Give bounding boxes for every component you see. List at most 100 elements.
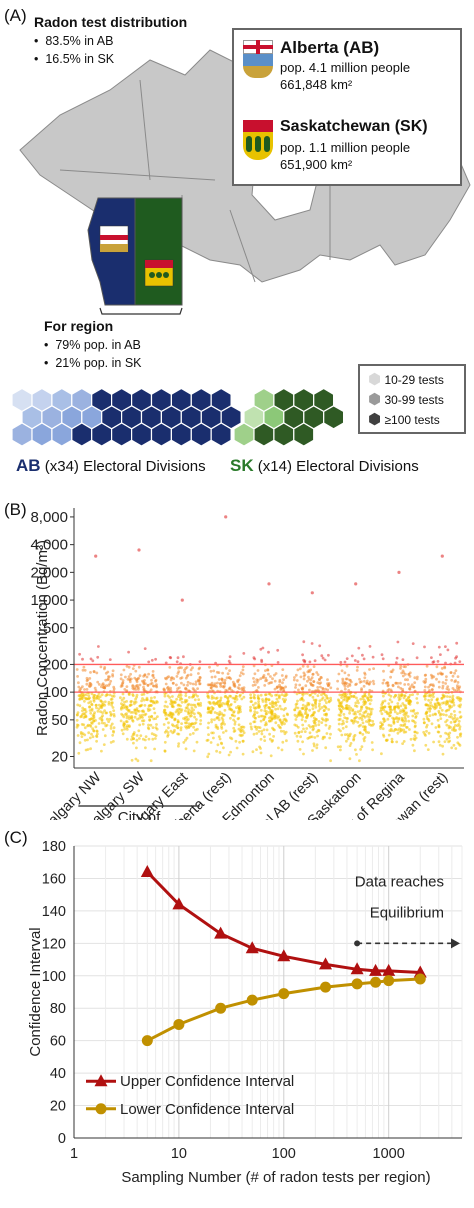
- triangle-marker: [319, 957, 333, 970]
- scatter-point: [284, 718, 288, 722]
- scatter-point: [401, 708, 405, 711]
- scatter-point: [406, 678, 409, 682]
- scatter-point: [280, 707, 283, 711]
- equilibrium-annotation-line-1: Data reaches: [355, 874, 444, 891]
- scatter-point: [458, 705, 462, 709]
- scatter-point: [193, 712, 196, 716]
- scatter-point: [324, 719, 328, 723]
- scatter-point: [228, 655, 232, 659]
- scatter-point: [138, 737, 141, 740]
- scatter-point: [89, 711, 93, 715]
- scatter-point: [438, 743, 442, 747]
- scatter-point: [404, 678, 407, 681]
- scatter-point: [90, 732, 93, 736]
- y-tick-label: 8,000: [30, 509, 68, 526]
- scatter-point: [440, 667, 444, 670]
- scatter-point: [361, 733, 365, 736]
- scatter-point: [363, 736, 367, 739]
- province-border-on: [229, 209, 256, 283]
- ab-hexagon: [110, 422, 133, 447]
- scatter-point: [226, 697, 230, 700]
- scatter-point: [112, 685, 116, 689]
- legend-label: Upper Confidence Interval: [120, 1073, 294, 1090]
- scatter-point: [401, 658, 405, 661]
- scatter-point: [361, 721, 365, 725]
- scatter-point: [436, 718, 440, 722]
- scatter-point: [141, 716, 144, 719]
- scatter-point: [109, 741, 113, 744]
- scatter-point: [184, 709, 187, 713]
- scatter-max-point: [354, 582, 358, 586]
- scatter-point: [103, 709, 106, 713]
- scatter-point: [394, 661, 398, 665]
- scatter-point: [103, 686, 107, 689]
- scatter-point: [318, 702, 321, 706]
- scatter-point: [77, 681, 80, 685]
- scatter-point: [436, 672, 440, 676]
- scatter-point: [83, 712, 87, 716]
- scatter-point: [370, 695, 373, 698]
- scatter-point: [125, 728, 129, 731]
- distribution-item-2: • 16.5% in SK: [34, 52, 115, 66]
- y-tick-label: 200: [43, 656, 68, 673]
- scatter-point: [101, 711, 104, 715]
- scatter-point: [348, 744, 352, 747]
- scatter-point: [223, 678, 227, 682]
- scatter-point: [120, 698, 124, 702]
- scatter-point: [306, 665, 310, 668]
- scatter-point: [205, 739, 209, 742]
- scatter-point: [363, 699, 366, 703]
- scatter-point: [261, 700, 265, 703]
- scatter-point: [250, 727, 254, 731]
- scatter-point: [228, 707, 232, 711]
- triangle-marker: [350, 962, 364, 975]
- scatter-point: [149, 688, 153, 692]
- scatter-point: [415, 731, 419, 735]
- scatter-point: [274, 721, 278, 725]
- scatter-point: [251, 684, 255, 687]
- scatter-point: [184, 738, 187, 742]
- scatter-point: [264, 704, 268, 707]
- scatter-point: [433, 707, 437, 711]
- scatter-point: [177, 670, 181, 673]
- scatter-point: [240, 686, 244, 690]
- scatter-point: [448, 695, 452, 699]
- scatter-point: [357, 724, 361, 728]
- scatter-point: [142, 698, 146, 702]
- scatter-point: [137, 686, 140, 690]
- scatter-point: [296, 706, 300, 710]
- scatter-point: [155, 683, 158, 687]
- scatter-point: [191, 732, 195, 735]
- scatter-point: [180, 722, 184, 725]
- scatter-point: [453, 713, 457, 717]
- scatter-point: [134, 688, 138, 691]
- scatter-point: [353, 733, 357, 737]
- scatter-point: [162, 723, 166, 726]
- scatter-point: [444, 682, 447, 685]
- scatter-point: [223, 708, 227, 712]
- bracket-label: City of: [118, 809, 161, 820]
- scatter-point: [111, 673, 114, 676]
- scatter-point: [166, 686, 169, 690]
- scatter-point: [218, 713, 222, 716]
- scatter-point: [391, 683, 395, 687]
- scatter-point: [405, 726, 409, 729]
- scatter-point: [220, 742, 224, 746]
- scatter-point: [413, 734, 417, 737]
- scatter-point: [299, 735, 302, 739]
- scatter-point: [423, 697, 427, 701]
- scatter-point: [223, 682, 227, 685]
- scatter-point: [352, 694, 356, 698]
- scatter-point: [135, 695, 139, 699]
- scatter-point: [229, 716, 232, 720]
- scatter-point: [99, 710, 102, 714]
- scatter-point: [363, 671, 366, 675]
- scatter-point: [423, 685, 427, 689]
- scatter-point: [123, 722, 127, 726]
- scatter-point: [430, 698, 434, 702]
- scatter-point: [301, 715, 305, 719]
- scatter-point: [319, 675, 323, 679]
- circle-marker: [278, 988, 290, 1000]
- scatter-point: [275, 693, 279, 697]
- scatter-point: [151, 673, 155, 677]
